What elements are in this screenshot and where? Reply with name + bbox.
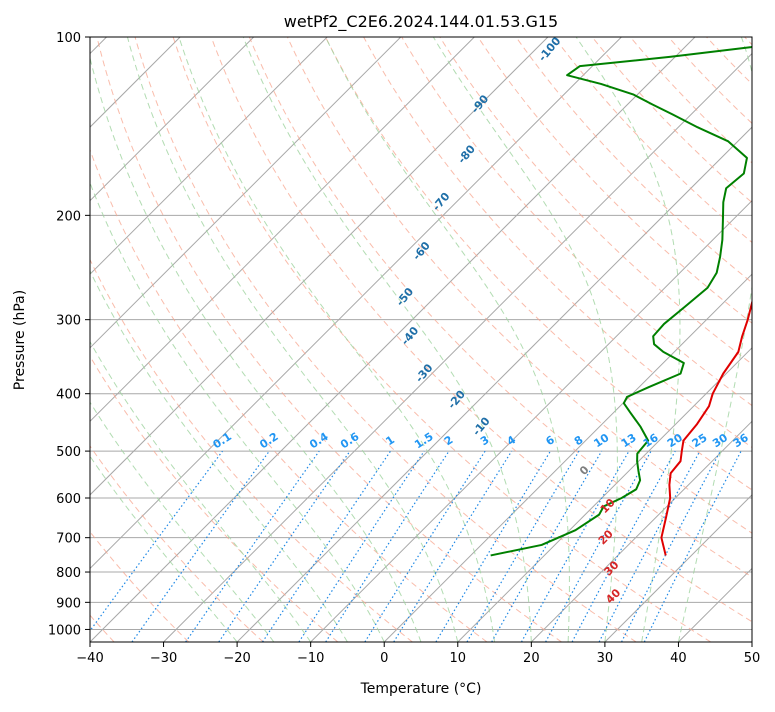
- dry-adiabat-line: [134, 37, 637, 642]
- x-tick-label: −30: [150, 651, 177, 666]
- y-tick-label: 700: [56, 532, 81, 547]
- mixing-ratio-line: [218, 450, 351, 642]
- moist-adiabat-line: [90, 455, 238, 642]
- grid-lines: [90, 37, 752, 642]
- dry-adiabat-line: [401, 37, 752, 407]
- mixing-ratio-line: [364, 450, 486, 642]
- temperature-profile-line: [660, 299, 752, 556]
- isotherm-line: [90, 37, 255, 202]
- x-tick-label: 0: [380, 651, 388, 666]
- mixing-ratio-line: [435, 450, 552, 642]
- mixing-ratio-line: [466, 450, 580, 642]
- moist-adiabat-line: [178, 37, 496, 642]
- moist-adiabat-line: [90, 181, 385, 642]
- dry-adiabat-line: [363, 37, 752, 449]
- dry-adiabat-line: [96, 37, 562, 642]
- dry-adiabat-line: [591, 37, 752, 204]
- moist-adiabat-line: [90, 269, 348, 642]
- x-tick-label: 30: [597, 651, 614, 666]
- mixing-ratio-line: [185, 450, 320, 642]
- dry-adiabat-line: [248, 37, 752, 578]
- moist-adiabat-line: [575, 37, 681, 642]
- chart-title: wetPf2_C2E6.2024.144.01.53.G15: [284, 12, 558, 32]
- mixing-ratio-line: [131, 450, 270, 642]
- isotherm-line: [383, 273, 752, 642]
- mixing-ratio-line: [520, 450, 630, 642]
- mixing-ratio-line: [393, 450, 513, 642]
- mixing-ratio-line: [90, 450, 224, 632]
- y-tick-label: 500: [56, 445, 81, 460]
- x-tick-label: −20: [223, 651, 250, 666]
- moist-adiabat-line: [325, 37, 570, 642]
- dry-adiabat-line: [90, 445, 264, 642]
- moist-adiabat-line: [90, 55, 422, 642]
- dry-adiabat-line: [286, 37, 752, 534]
- dry-adiabat-line: [629, 37, 752, 164]
- dry-adiabat-line: [477, 37, 752, 324]
- moist-adiabat-line: [242, 37, 532, 642]
- y-tick-label: 200: [56, 209, 81, 224]
- isotherm-line: [90, 37, 475, 423]
- y-tick-label: 400: [56, 388, 81, 403]
- y-tick-label: 900: [56, 596, 81, 611]
- y-tick-label: 600: [56, 492, 81, 507]
- y-tick-label: 1000: [48, 623, 81, 638]
- mixing-ratio-line: [325, 450, 450, 642]
- isotherm-line: [163, 52, 752, 642]
- moist-adiabat-line: [126, 37, 459, 642]
- moist-adiabat-line: [432, 37, 618, 642]
- dewpoint-profile-line: [490, 45, 752, 557]
- dry-adiabat-line: [90, 258, 413, 642]
- x-tick-label: 40: [670, 651, 687, 666]
- y-tick-label: 300: [56, 314, 81, 329]
- isotherm-line: [90, 37, 549, 496]
- y-tick-label: 100: [56, 31, 81, 46]
- mixing-ratio-line: [545, 450, 652, 642]
- x-tick-label: 10: [450, 651, 467, 666]
- mixing-ratio-line: [491, 450, 603, 642]
- isotherm-line: [90, 37, 696, 642]
- isotherm-line: [604, 494, 752, 642]
- x-tick-label: −40: [76, 651, 103, 666]
- moist-adiabat-line: [677, 37, 752, 642]
- isotherm-line: [236, 126, 752, 642]
- plot-frame: [89, 36, 753, 643]
- x-tick-label: −10: [297, 651, 324, 666]
- data-lines: [490, 45, 752, 557]
- axes: −40 −30 −20 −10 0 10 20 30 40 50 100 200 300 400 500 60…: [48, 31, 760, 666]
- x-tick-label: 50: [744, 651, 761, 666]
- dry-adiabat-line: [325, 37, 752, 491]
- isotherm-line: [90, 37, 328, 275]
- dry-adiabat-line: [210, 37, 752, 623]
- mixing-ratio-line: [571, 450, 676, 642]
- y-tick-label: 800: [56, 566, 81, 581]
- y-axis-label: Pressure (hPa): [12, 290, 28, 390]
- x-axis-label: Temperature (°C): [360, 681, 482, 697]
- isotherm-line: [90, 37, 622, 570]
- isotherm-line: [90, 37, 402, 349]
- isotherm-line: [530, 420, 752, 642]
- isotherm-line: [457, 347, 752, 642]
- x-tick-label: 20: [523, 651, 540, 666]
